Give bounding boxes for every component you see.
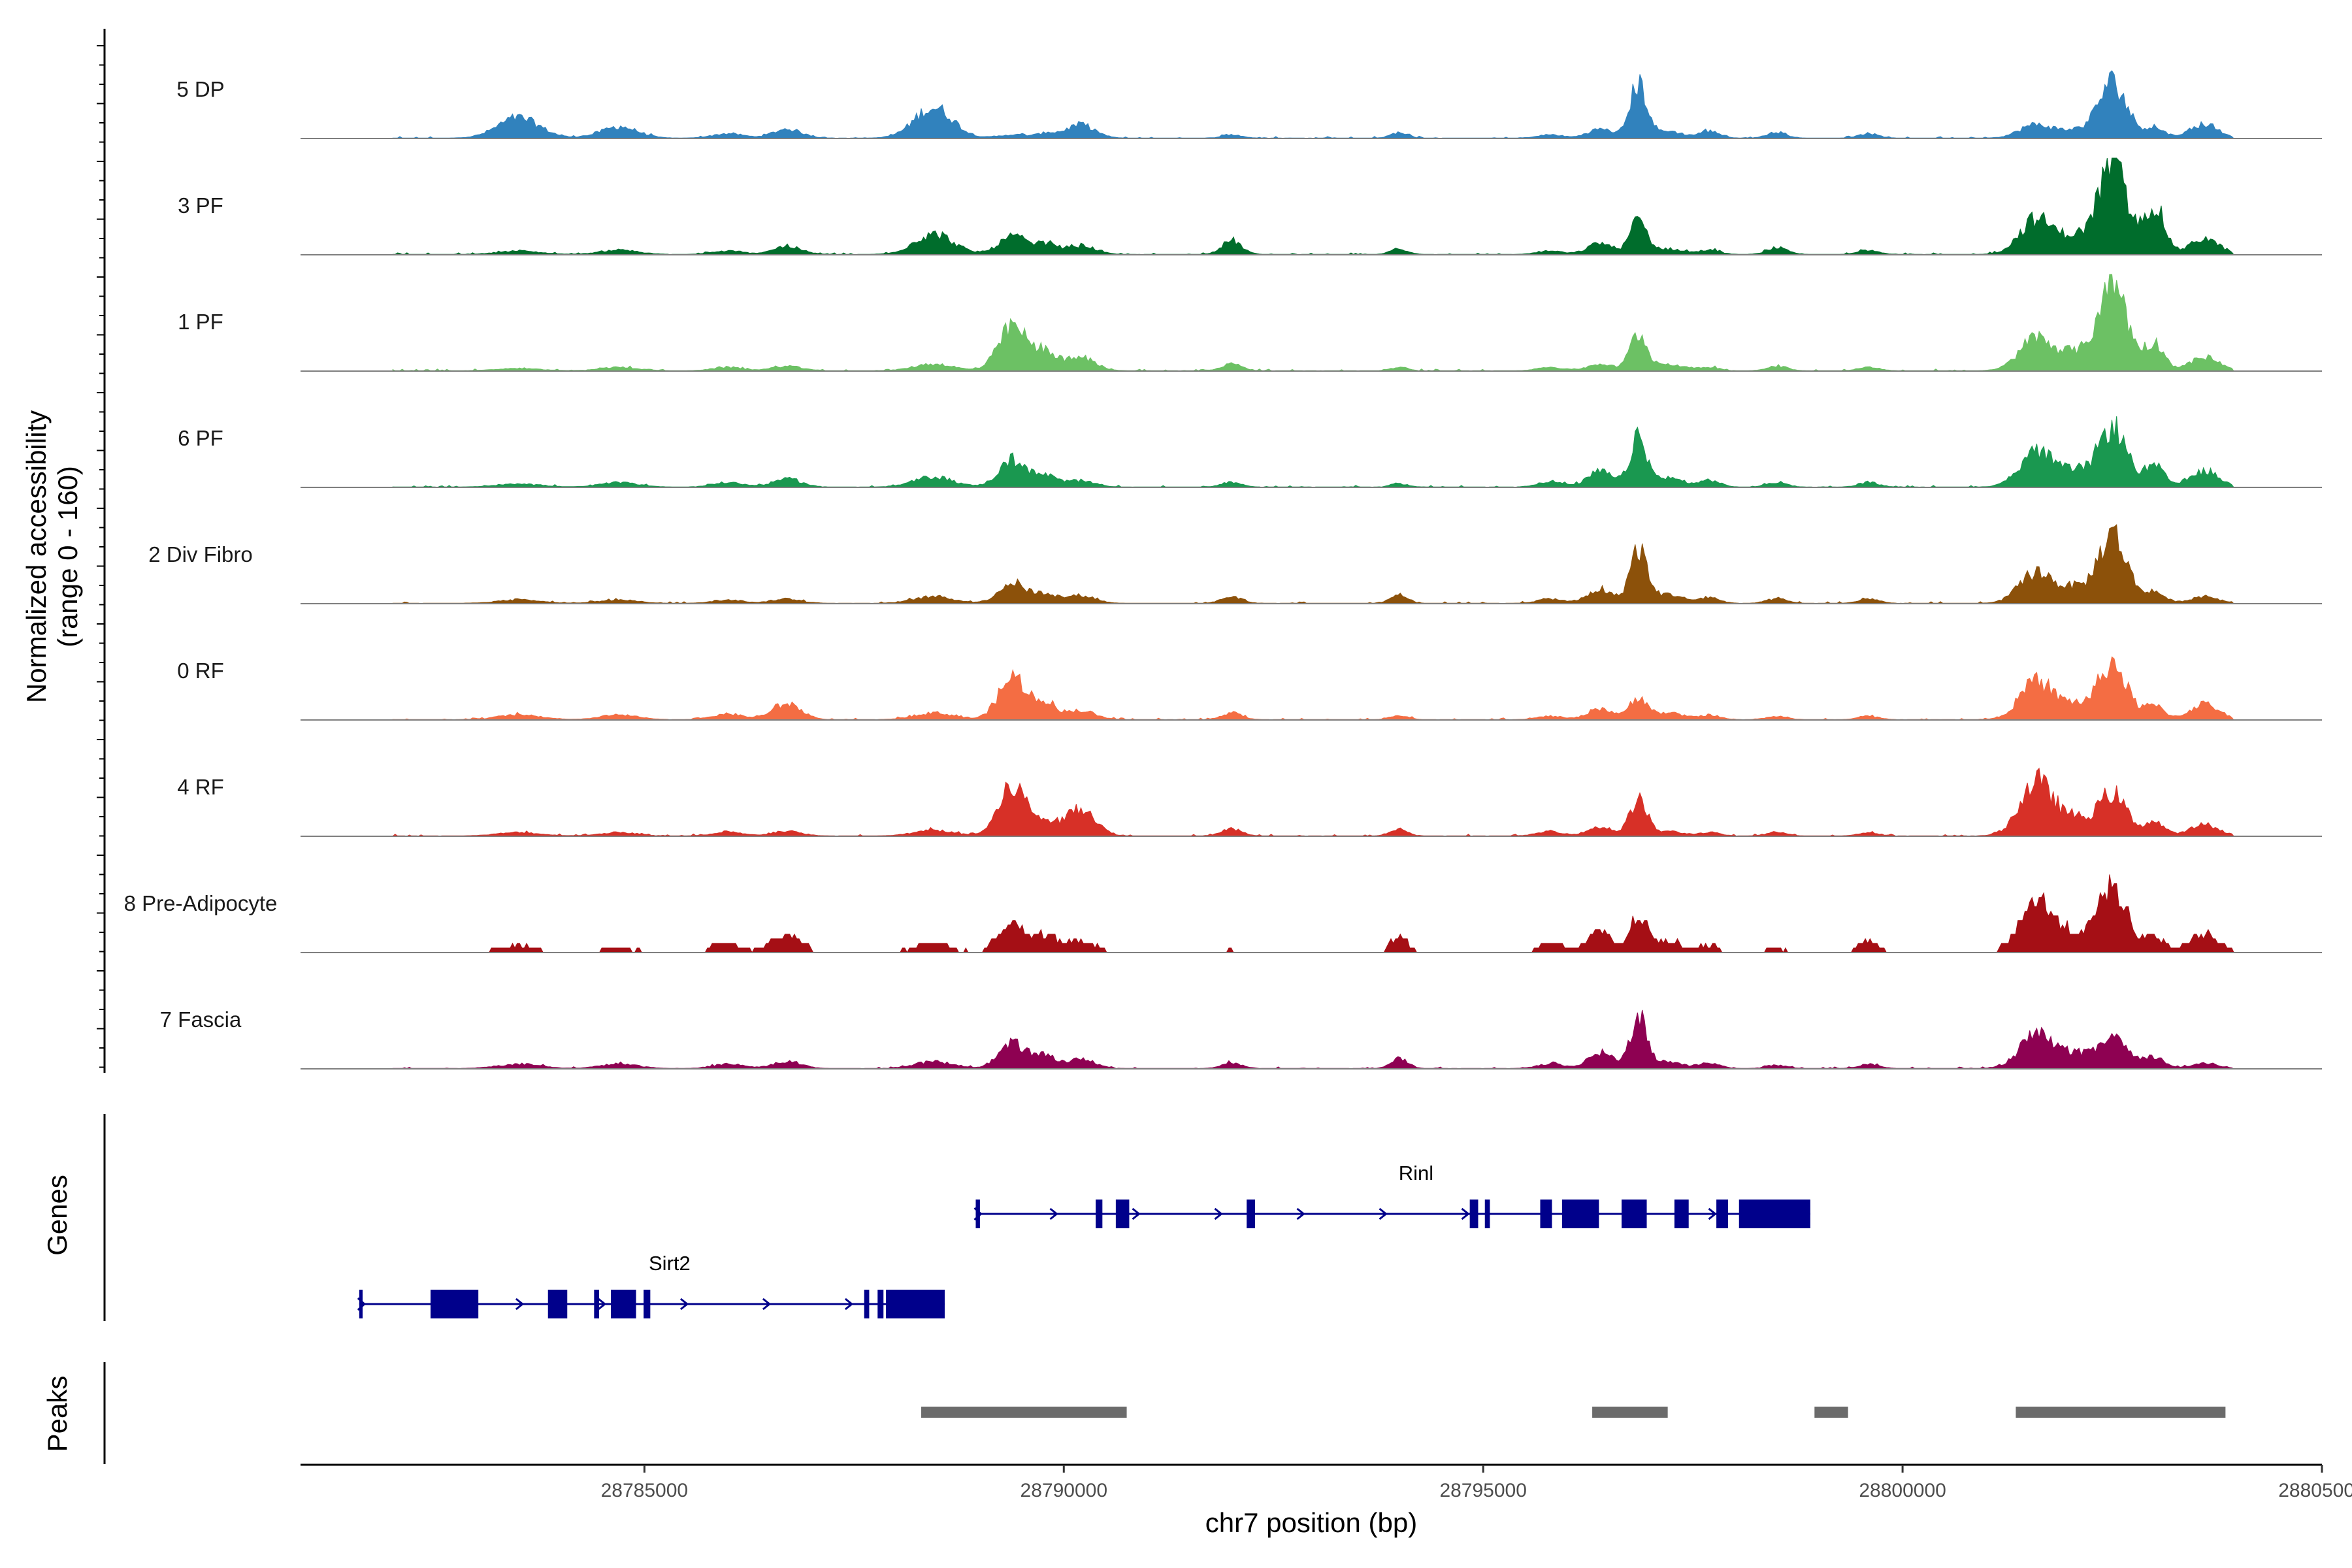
- x-tick-label: 28805000: [2278, 1480, 2352, 1501]
- x-axis-title: chr7 position (bp): [1205, 1507, 1418, 1538]
- gene-rinl: Rinl: [973, 1162, 1810, 1228]
- gene-exon: [1674, 1200, 1689, 1228]
- x-tick-label: 28790000: [1021, 1480, 1107, 1501]
- coverage-tracks: 5 DP 3 PF 1 PF 6 PF 2 Div Fibro 0 RF 4 RF 8 Pre…: [124, 70, 2322, 1070]
- gene-exon: [1561, 1200, 1599, 1228]
- gene-exon: [1716, 1200, 1729, 1228]
- strand-arrow-icon: [1049, 1207, 1058, 1220]
- track-4-rf: 4 RF: [177, 767, 2322, 837]
- track-2-div-fibro: 2 Div Fibro: [148, 524, 2322, 604]
- gene-exon: [1247, 1200, 1255, 1228]
- peaks-panel-label: Peaks: [42, 1376, 73, 1452]
- peak-regions: [921, 1407, 2226, 1418]
- strand-arrow-icon: [844, 1298, 854, 1311]
- track-label: 5 DP: [176, 77, 224, 101]
- peak-region: [921, 1407, 1127, 1418]
- gene-exon: [1115, 1200, 1130, 1228]
- gene-exon: [975, 1200, 980, 1228]
- gene-exon: [864, 1290, 870, 1318]
- peak-region: [1592, 1407, 1668, 1418]
- track-label: 4 RF: [177, 775, 224, 799]
- genes-panel-label: Genes: [42, 1175, 73, 1256]
- track-label: 6 PF: [178, 426, 223, 450]
- strand-arrow-icon: [679, 1298, 689, 1311]
- coverage-y-ticks: [97, 45, 105, 1068]
- strand-arrow-icon: [597, 1298, 607, 1311]
- gene-exon: [611, 1290, 636, 1318]
- gene-exon: [430, 1290, 479, 1318]
- gene-exon: [547, 1290, 568, 1318]
- track-8-pre-adipocyte: 8 Pre-Adipocyte: [124, 874, 2322, 954]
- gene-exon: [1096, 1200, 1103, 1228]
- gene-exon: [644, 1290, 651, 1318]
- track-7-fascia: 7 Fascia: [160, 1007, 2322, 1070]
- gene-sirt2: Sirt2: [357, 1252, 945, 1318]
- x-axis-ticks: 28785000 28790000 28795000 28800000 28805000: [601, 1465, 2352, 1501]
- coverage-y-axis: [97, 29, 106, 1073]
- x-axis: 28785000 28790000 28795000 28800000 28805000…: [301, 1463, 2352, 1538]
- peak-region: [1814, 1407, 1848, 1418]
- track-label: 2 Div Fibro: [148, 542, 253, 566]
- x-tick-label: 28800000: [1859, 1480, 1946, 1501]
- track-5-dp: 5 DP: [176, 70, 2322, 139]
- gene-exon: [886, 1290, 945, 1318]
- gene-exon: [1469, 1200, 1478, 1228]
- gene-exon: [1540, 1200, 1552, 1228]
- track-1-pf: 1 PF: [178, 274, 2322, 372]
- gene-exon: [1622, 1200, 1647, 1228]
- track-3-pf: 3 PF: [178, 157, 2322, 255]
- gene-exon: [594, 1290, 600, 1318]
- gene-models: Rinl Sirt2: [357, 1162, 1810, 1318]
- x-tick-label: 28795000: [1439, 1480, 1526, 1501]
- gene-label: Sirt2: [649, 1252, 691, 1275]
- track-6-pf: 6 PF: [178, 416, 2322, 488]
- track-0-rf: 0 RF: [177, 656, 2322, 721]
- strand-arrow-icon: [1379, 1207, 1388, 1220]
- strand-arrow-icon: [1296, 1207, 1305, 1220]
- strand-arrow-icon: [1132, 1207, 1141, 1220]
- y-axis-title: Normalized accessibility: [21, 410, 52, 703]
- strand-arrow-icon: [1461, 1207, 1470, 1220]
- track-label: 8 Pre-Adipocyte: [124, 891, 278, 915]
- track-label: 7 Fascia: [160, 1007, 242, 1032]
- x-tick-label: 28785000: [601, 1480, 688, 1501]
- gene-exon: [1484, 1200, 1490, 1228]
- track-label: 1 PF: [178, 310, 223, 334]
- gene-exon: [877, 1290, 884, 1318]
- strand-arrow-icon: [762, 1298, 772, 1311]
- peaks-panel: Peaks: [42, 1362, 2226, 1464]
- gene-exon: [1739, 1200, 1810, 1228]
- gene-label: Rinl: [1399, 1162, 1433, 1184]
- y-axis-range: (range 0 - 160): [52, 466, 83, 647]
- track-label: 0 RF: [177, 659, 224, 683]
- genes-panel: Genes Rinl Sirt2: [42, 1114, 1810, 1321]
- peak-region: [2016, 1407, 2226, 1418]
- gene-exon: [359, 1290, 363, 1318]
- strand-arrow-icon: [1708, 1207, 1717, 1220]
- strand-arrow-icon: [1214, 1207, 1223, 1220]
- track-label: 3 PF: [178, 193, 223, 218]
- strand-arrow-icon: [515, 1298, 525, 1311]
